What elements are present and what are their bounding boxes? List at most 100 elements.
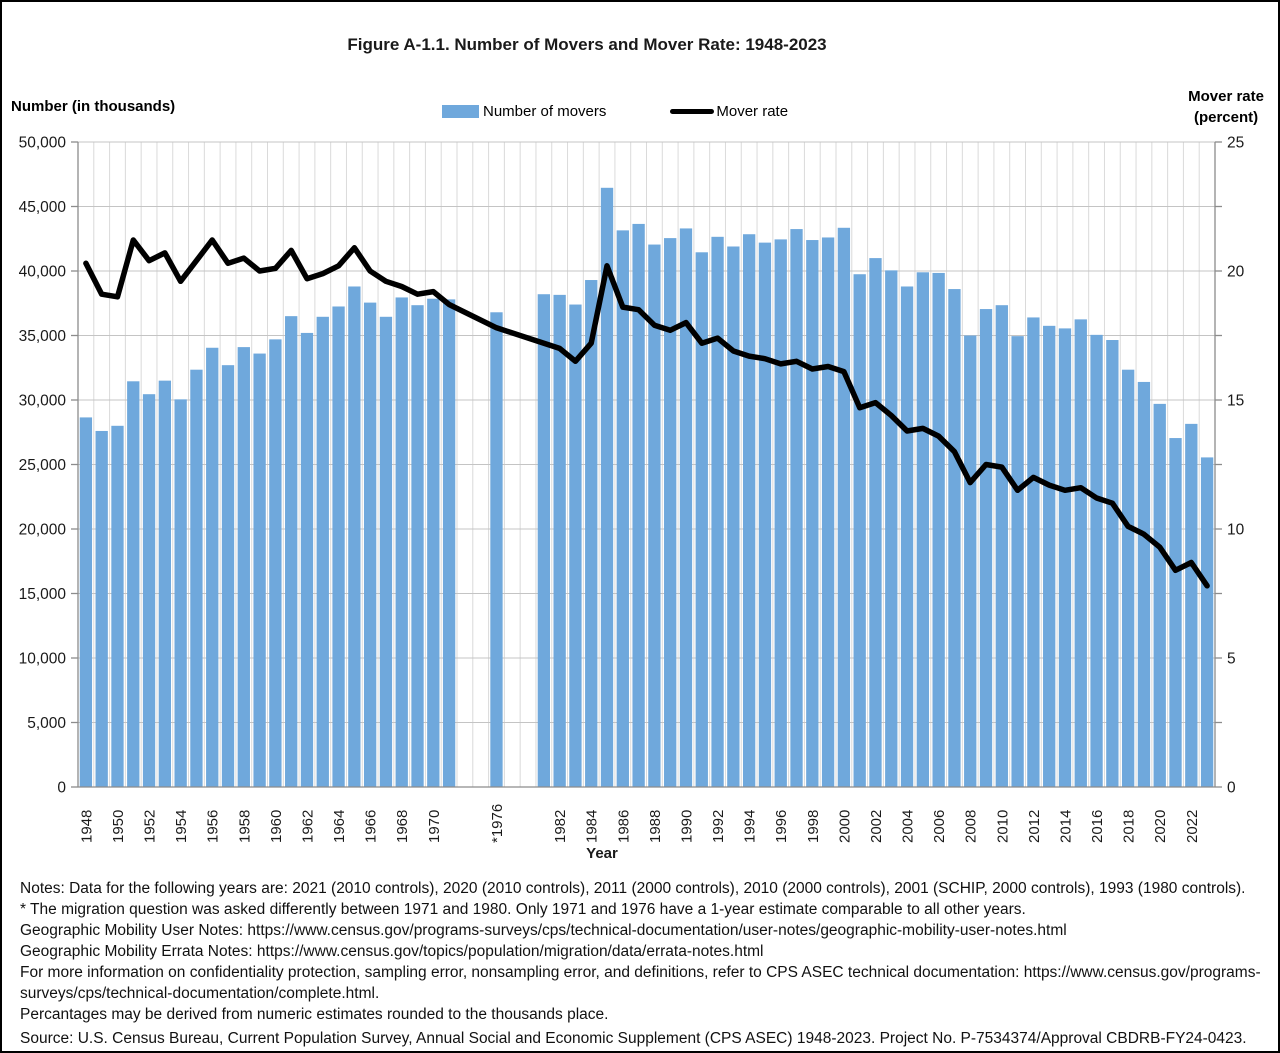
bar-1981	[537, 294, 551, 787]
bar-2022	[1185, 423, 1198, 787]
bar-1951	[127, 381, 140, 787]
bar-1996	[774, 239, 787, 787]
bar-1999	[821, 237, 835, 787]
bar-2004	[900, 286, 914, 787]
bar-1993	[727, 246, 740, 788]
note-line-6: surveys/cps/technical-documentation/comp…	[20, 985, 380, 1002]
movers-bars	[79, 187, 1214, 788]
bar-2019	[1137, 381, 1151, 787]
x-tick-1954: 1954	[173, 810, 190, 843]
bar-1990	[679, 228, 693, 787]
x-tick-1960: 1960	[268, 810, 285, 843]
left-tick-30,000: 30,000	[19, 393, 67, 410]
bar-1959	[253, 353, 266, 787]
left-axis-title: Number (in thousands)	[11, 98, 176, 115]
bar-1994	[742, 234, 756, 788]
bar-1989	[664, 238, 677, 788]
left-tick-0: 0	[57, 780, 66, 797]
right-axis-tick-labels: 0 5 10 15 20 25	[1227, 135, 1245, 797]
bar-2006	[932, 272, 945, 787]
right-tick-25: 25	[1227, 135, 1244, 152]
note-line-2: * The migration question was asked diffe…	[20, 901, 1026, 918]
movers-swatch-icon	[442, 105, 479, 118]
bar-2011	[1011, 336, 1024, 787]
bar-1997	[790, 229, 803, 787]
left-tick-10,000: 10,000	[19, 651, 67, 668]
x-tick-2012: 2012	[1026, 810, 1043, 843]
bar-1963	[316, 316, 329, 787]
bar-2005	[916, 272, 930, 787]
left-tick-50,000: 50,000	[19, 135, 67, 152]
bar-2021	[1169, 438, 1182, 787]
bar-1962	[300, 332, 314, 787]
bar-2018	[1121, 369, 1135, 787]
bar-2008	[964, 335, 977, 787]
bar-1970	[427, 298, 440, 787]
note-line-4: Geographic Mobility Errata Notes: https:…	[20, 943, 764, 960]
bar-1971	[442, 299, 456, 787]
right-axis-title-line2: (percent)	[1193, 109, 1259, 126]
bar-2001	[853, 274, 866, 788]
bar-1955	[190, 369, 203, 787]
bar-2020	[1153, 403, 1166, 787]
x-tick-1948: 1948	[78, 810, 95, 843]
x-tick-1984: 1984	[584, 810, 601, 843]
right-tick-15: 15	[1227, 393, 1244, 410]
notes-block: Notes: Data for the following years are:…	[20, 878, 1262, 1025]
bar-1950	[111, 425, 124, 787]
x-tick-1958: 1958	[236, 810, 253, 843]
left-tick-40,000: 40,000	[19, 264, 67, 281]
bar-2016	[1090, 334, 1103, 787]
left-tick-5,000: 5,000	[27, 715, 66, 732]
bar-1960	[269, 339, 282, 787]
left-tick-45,000: 45,000	[19, 199, 67, 216]
note-line-3: Geographic Mobility User Notes: https://…	[20, 922, 1067, 939]
x-tick-1950: 1950	[110, 810, 127, 843]
rate-line-icon	[670, 109, 715, 114]
left-tick-20,000: 20,000	[19, 522, 67, 539]
x-tick-2022: 2022	[1184, 810, 1201, 843]
bar-1965	[348, 286, 361, 787]
bar-1976	[490, 312, 503, 787]
right-axis-title: Mover rate (percent)	[1188, 86, 1264, 128]
x-tick-1998: 1998	[805, 810, 822, 843]
note-line-1: Notes: Data for the following years are:…	[20, 880, 1246, 897]
bar-1982	[553, 294, 566, 787]
bar-1969	[411, 305, 424, 787]
axes	[71, 141, 1222, 788]
bar-1966	[363, 302, 377, 787]
x-tick-2006: 2006	[931, 810, 948, 843]
bar-1991	[695, 252, 708, 788]
bar-2017	[1106, 340, 1119, 787]
x-tick-1988: 1988	[647, 810, 664, 843]
x-tick-1956: 1956	[205, 810, 222, 843]
bar-1998	[806, 240, 819, 788]
x-tick-1992: 1992	[710, 810, 727, 843]
x-tick-2002: 2002	[868, 810, 885, 843]
x-tick-1968: 1968	[394, 810, 411, 843]
right-tick-5: 5	[1227, 651, 1236, 668]
x-tick-2008: 2008	[963, 810, 980, 843]
bar-2002	[869, 258, 882, 788]
bar-1985	[600, 187, 614, 788]
bar-1954	[174, 399, 187, 787]
right-tick-10: 10	[1227, 522, 1245, 539]
bar-1968	[395, 297, 408, 787]
legend: Number of movers Mover rate	[442, 103, 788, 120]
legend-label-rate: Mover rate	[716, 103, 789, 120]
bar-1986	[616, 230, 629, 788]
x-tick-2010: 2010	[994, 810, 1011, 843]
right-tick-0: 0	[1227, 780, 1236, 797]
bar-1988	[648, 244, 661, 787]
chart-title: Figure A-1.1. Number of Movers and Mover…	[347, 35, 827, 54]
mover-rate-line	[83, 237, 1210, 589]
x-tick-2000: 2000	[836, 810, 853, 843]
x-tick-2018: 2018	[1121, 810, 1138, 843]
source-line: Source: U.S. Census Bureau, Current Popu…	[20, 1030, 1247, 1047]
bar-2014	[1058, 328, 1072, 787]
x-tick-2014: 2014	[1057, 810, 1074, 843]
bar-1984	[585, 280, 598, 787]
x-tick-2016: 2016	[1089, 810, 1106, 843]
x-tick-1982: 1982	[552, 810, 569, 843]
